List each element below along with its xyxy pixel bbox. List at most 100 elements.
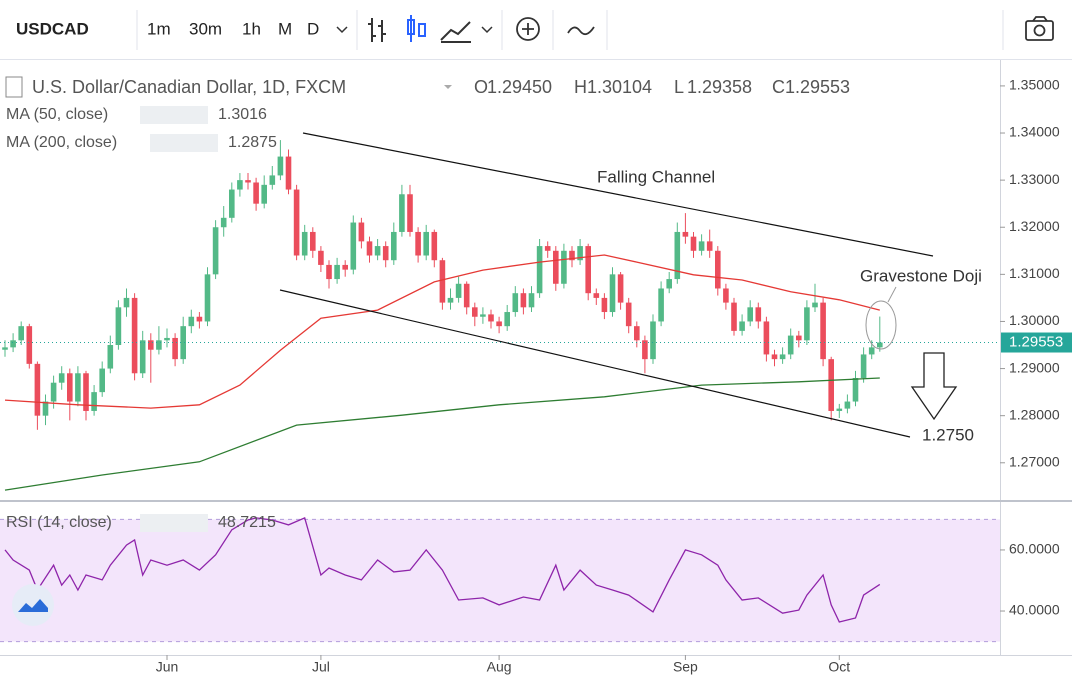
candle-body xyxy=(480,314,486,317)
candle-body xyxy=(237,180,243,190)
candle-body xyxy=(34,363,41,416)
candle-body xyxy=(431,231,438,261)
candle-body xyxy=(674,231,681,280)
candle-body xyxy=(723,288,729,303)
symbol[interactable]: USDCAD xyxy=(16,19,89,38)
candle-body xyxy=(91,392,97,411)
candle-style-icon[interactable] xyxy=(407,15,426,42)
legend-buttons[interactable] xyxy=(140,514,208,532)
drawings: Falling Channel Gravestone Doji 1.2750 xyxy=(279,132,982,444)
indicator-value: 1.2875 xyxy=(228,134,277,151)
candle-body xyxy=(706,241,713,251)
interval-button[interactable]: D xyxy=(307,19,319,38)
indicators-icon[interactable] xyxy=(516,17,540,41)
x-tick-label: Jun xyxy=(156,659,179,675)
candle-body xyxy=(415,231,421,256)
candle-body xyxy=(131,297,138,374)
collapse-icon[interactable] xyxy=(5,76,23,98)
candle-body xyxy=(285,156,292,190)
candle-body xyxy=(374,246,381,256)
candle-body xyxy=(577,246,583,261)
candle-body xyxy=(148,340,154,350)
y-tick-label: 1.35000 xyxy=(1009,77,1060,93)
candle-body xyxy=(488,314,494,322)
candle-body xyxy=(690,236,697,251)
doji-highlight xyxy=(865,300,897,350)
candle-body xyxy=(852,377,859,402)
ohlc-key: C xyxy=(772,77,785,97)
interval-button[interactable]: M xyxy=(278,19,292,38)
dropdown-icon[interactable] xyxy=(481,26,493,34)
candle-body xyxy=(342,264,348,270)
indicator-legend: MA (50, close) xyxy=(6,106,108,123)
y-tick-label: 1.27000 xyxy=(1009,453,1060,469)
moving-average-line xyxy=(4,254,880,409)
logo-button[interactable] xyxy=(12,584,54,626)
dropdown-icon[interactable] xyxy=(336,26,348,34)
candle-body xyxy=(212,227,219,275)
candle-body xyxy=(10,340,16,348)
annotation: Gravestone Doji xyxy=(860,266,982,285)
candle-body xyxy=(123,297,130,308)
annotation: Falling Channel xyxy=(597,167,715,186)
candle-body xyxy=(455,283,462,298)
candle-body xyxy=(115,307,122,346)
candle-body xyxy=(188,316,195,327)
candle-body xyxy=(860,354,867,378)
candle-body xyxy=(42,401,49,416)
candle-body xyxy=(204,274,211,322)
y-tick-label: 1.33000 xyxy=(1009,171,1060,187)
candle-body xyxy=(326,264,332,280)
candle-body xyxy=(804,307,810,341)
compare-icon[interactable] xyxy=(567,26,595,36)
candle-body xyxy=(50,382,57,402)
candle-body xyxy=(2,347,8,350)
candle-body xyxy=(512,293,519,313)
candle-body xyxy=(812,302,818,308)
candle-body xyxy=(423,231,429,256)
candle-body xyxy=(585,246,591,294)
candle-body xyxy=(18,326,24,341)
candle-body xyxy=(447,297,454,303)
chart-title: U.S. Dollar/Canadian Dollar, 1D, FXCM xyxy=(32,77,346,97)
interval-button[interactable]: 1h xyxy=(242,19,261,38)
rsi-line xyxy=(4,517,881,623)
indicator-value: 48.7215 xyxy=(218,514,276,531)
ohlc-key: L xyxy=(674,77,684,97)
candle-body xyxy=(698,241,705,251)
candle-body xyxy=(67,373,73,402)
candle-body xyxy=(83,373,89,411)
legend-buttons[interactable] xyxy=(150,134,218,152)
bar-style-icon[interactable] xyxy=(368,18,386,42)
y-tick-label: 60.0000 xyxy=(1009,541,1060,557)
candle-body xyxy=(836,408,843,411)
dropdown-icon[interactable] xyxy=(444,85,452,89)
legend-buttons[interactable] xyxy=(140,106,208,124)
candle-body xyxy=(439,260,446,303)
interval-button[interactable]: 1m xyxy=(147,19,171,38)
y-tick-label: 40.0000 xyxy=(1009,602,1060,618)
candle-body xyxy=(844,401,851,409)
ohlc-legend: O1.29450 H 1.30104 L 1.29358 C 1.29553 xyxy=(474,77,850,97)
candle-body xyxy=(739,321,745,331)
candle-body xyxy=(293,189,300,256)
candle-body xyxy=(382,246,389,261)
snapshot-icon[interactable] xyxy=(1025,16,1054,41)
area-style-icon[interactable] xyxy=(440,21,471,43)
ohlc-value: 1.29358 xyxy=(687,77,752,97)
x-tick-label: Oct xyxy=(828,659,850,675)
interval-button[interactable]: 30m xyxy=(189,19,222,38)
candle-body xyxy=(731,302,737,331)
y-tick-label: 1.31000 xyxy=(1009,265,1060,281)
ohlc-value: 1.29553 xyxy=(785,77,850,97)
annotation-leader xyxy=(887,286,897,303)
candle-body xyxy=(472,307,478,317)
last-price-box xyxy=(1001,332,1072,353)
ohlc-key: O xyxy=(474,77,488,97)
candle-body xyxy=(868,347,875,355)
candle-body xyxy=(601,297,608,313)
candle-body xyxy=(58,373,65,383)
candle-body xyxy=(755,307,762,322)
candle-body xyxy=(220,217,227,228)
candle-body xyxy=(796,335,802,341)
